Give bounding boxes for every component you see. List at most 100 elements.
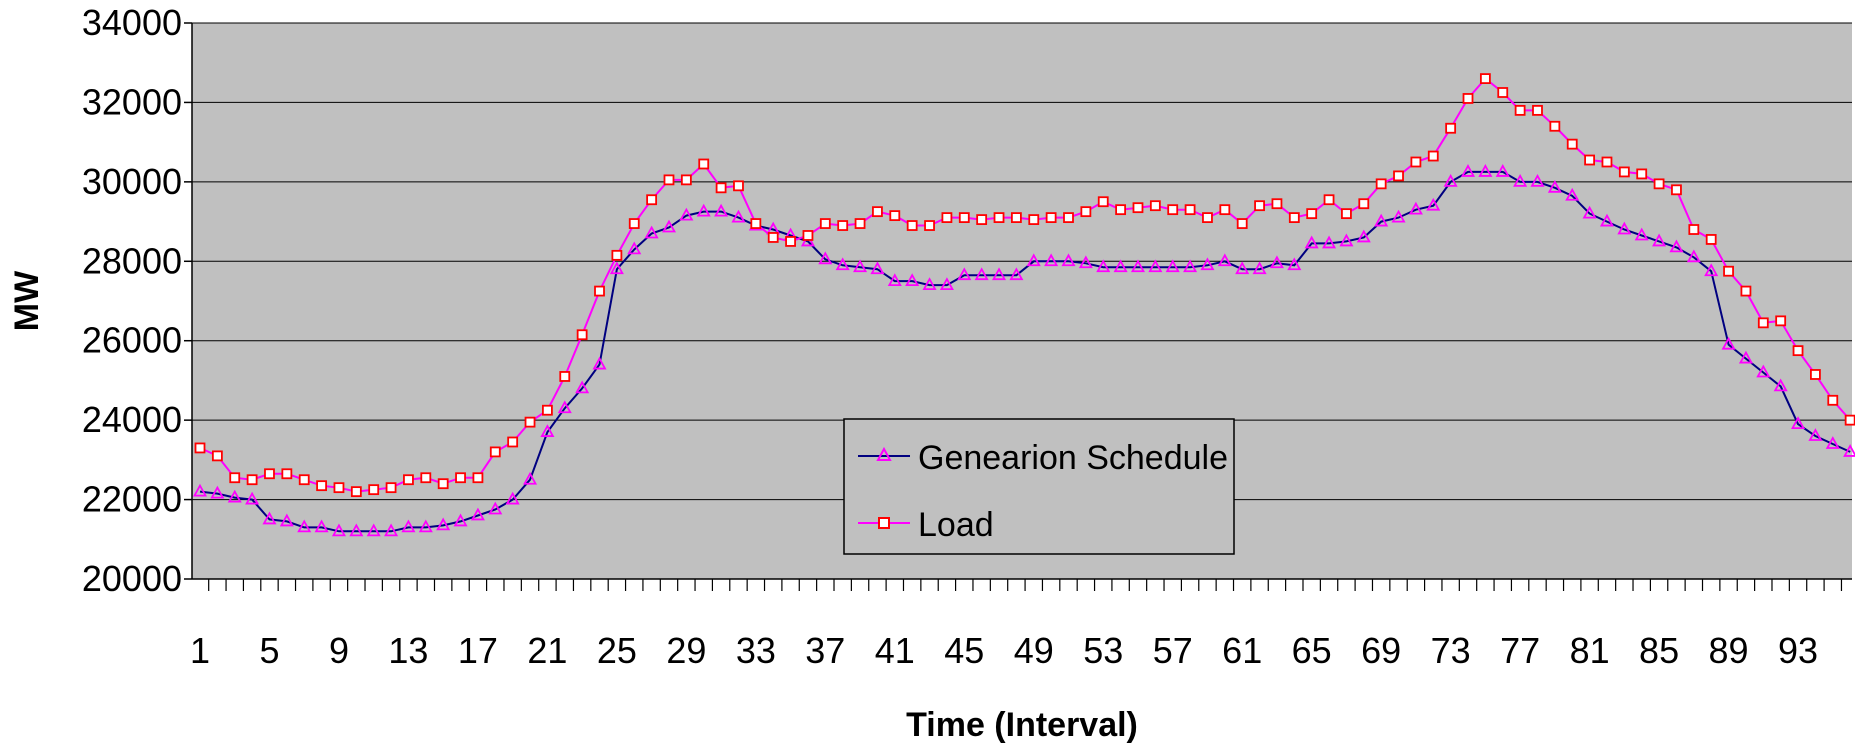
data-point-generation-schedule [1513,173,1528,187]
data-point-load [1341,208,1352,220]
data-point-generation-schedule [1652,233,1667,247]
data-point-generation-schedule [418,519,433,533]
data-point-generation-schedule [436,517,451,531]
data-point-load [1810,369,1821,380]
data-point-load [785,236,796,247]
data-point-load [1584,154,1595,166]
x-tick-label: 21 [527,630,567,671]
axes: 20000 22000 24000 26000 28000 30000 32000 34000… [82,2,1852,671]
data-point-load [628,218,640,229]
data-point-load [1827,394,1839,406]
data-point-generation-schedule [1356,229,1371,243]
x-tick-label: 93 [1778,630,1818,671]
data-point-load [211,450,223,462]
data-point-generation-schedule [1235,261,1250,275]
data-point-generation-schedule [505,491,520,505]
data-point-load [1028,214,1040,225]
data-point-load [298,474,310,486]
x-tick-label: 17 [458,630,498,671]
legend-box [843,418,1235,555]
y-tick-label: 26000 [82,320,182,361]
y-tick-label: 34000 [82,2,182,43]
x-tick-label: 45 [944,630,984,671]
data-point-generation-schedule [1287,257,1302,271]
data-point-load [1097,196,1109,208]
data-point-generation-schedule [1304,235,1319,249]
data-point-load [837,220,849,231]
data-point-load [489,446,501,458]
data-point-load [194,442,206,454]
data-point-load [1010,212,1022,224]
legend-label-generation: Genearion Schedule [918,439,1228,477]
data-point-load [1792,345,1804,357]
data-point-generation-schedule [384,523,399,537]
data-point-generation-schedule [627,241,642,255]
data-point-generation-schedule [887,273,902,287]
data-point-load [1271,198,1283,210]
x-tick-label: 13 [388,630,428,671]
data-point-load [1618,166,1630,178]
data-point-load [1149,200,1161,212]
x-tick-label: 65 [1292,630,1332,671]
data-point-load [281,468,293,480]
data-point-load [1219,204,1231,216]
data-point-generation-schedule [1408,201,1423,215]
data-point-load [941,212,953,224]
data-point-load [1115,204,1127,216]
data-point-generation-schedule [1096,259,1111,273]
data-point-load [976,214,988,225]
data-point-load [1549,120,1561,132]
x-tick-label: 29 [666,630,706,671]
data-point-generation-schedule [192,483,208,497]
data-point-load [1375,178,1387,190]
x-tick-label: 57 [1153,630,1193,671]
data-point-generation-schedule [1460,164,1476,177]
data-point-load [559,371,571,382]
data-point-generation-schedule [661,219,677,233]
y-tick-label: 22000 [82,479,182,520]
data-point-load [1358,198,1370,210]
legend-label-load: Load [918,506,994,544]
data-point-load [715,182,727,194]
data-point-generation-schedule [1791,416,1806,430]
data-point-generation-schedule [262,511,277,525]
data-point-generation-schedule [592,356,607,370]
data-point-generation-schedule [1721,336,1736,350]
data-point-generation-schedule [1148,259,1163,273]
data-point-load [906,220,918,231]
data-point-load [924,220,935,231]
data-point-load [958,212,970,224]
data-point-generation-schedule [1009,267,1024,281]
data-point-generation-schedule [1252,261,1267,275]
x-tick-label: 49 [1014,630,1054,671]
y-tick-label: 20000 [82,558,182,599]
data-point-generation-schedule [939,277,954,291]
x-tick-label: 61 [1222,630,1262,671]
data-point-load [1740,285,1752,297]
data-point-load [646,194,658,206]
data-point-generation-schedule [1530,173,1545,187]
data-point-generation-schedule [1200,257,1215,271]
data-point-generation-schedule [1669,239,1684,253]
data-point-generation-schedule [1391,209,1406,223]
data-point-generation-schedule [1617,221,1632,235]
data-point-generation-schedule [644,225,659,239]
data-point-generation-schedule [1565,187,1580,201]
data-point-generation-schedule [1044,253,1059,267]
data-point-generation-schedule [1582,205,1597,219]
data-point-generation-schedule [1547,179,1562,193]
data-point-load [542,404,553,416]
data-point-load [872,206,883,218]
x-tick-label: 53 [1083,630,1123,671]
data-point-generation-schedule [453,513,468,527]
y-axis-title: MW [8,270,46,331]
data-point-generation-schedule [1113,259,1128,273]
data-point-generation-schedule [1704,263,1719,277]
data-point-generation-schedule [1686,249,1701,263]
data-point-generation-schedule [488,501,503,515]
data-point-load [1288,212,1300,224]
data-point-load [507,436,519,448]
data-point-generation-schedule [1843,444,1855,457]
legend: Genearion Schedule Load [843,418,1235,555]
data-point-load [333,482,345,494]
